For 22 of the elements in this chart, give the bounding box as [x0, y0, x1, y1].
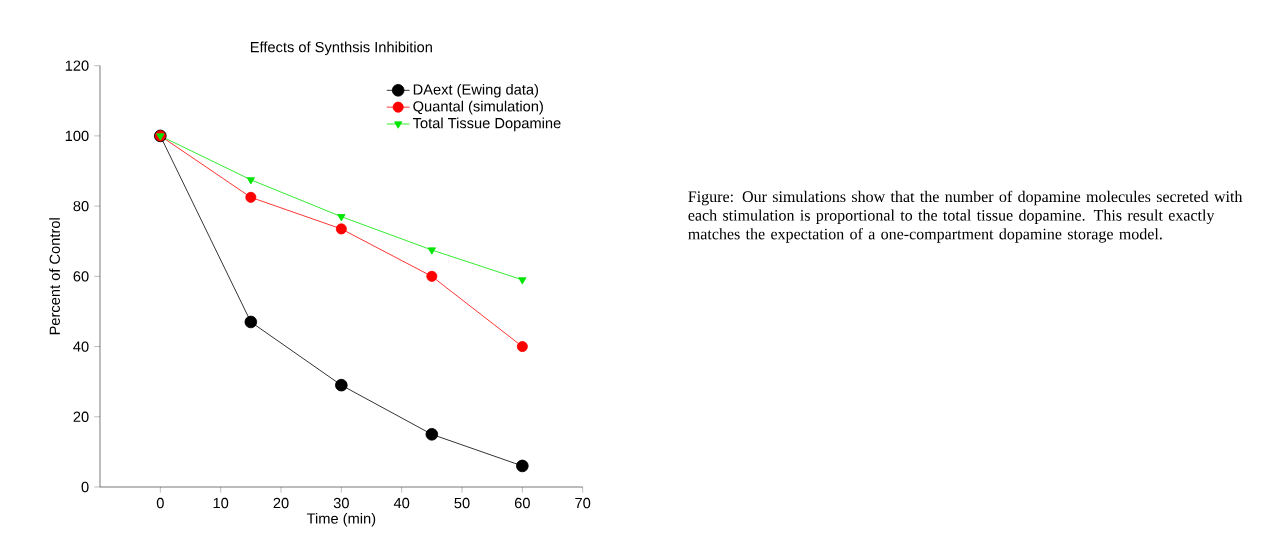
x-tick-label: 40 — [393, 497, 410, 509]
y-tick-label: 80 — [73, 200, 89, 212]
x-tick-label: 10 — [213, 497, 229, 509]
legend-label: Total Tissue Dopamine — [412, 117, 561, 132]
y-tick-label: 60 — [73, 271, 89, 282]
y-axis-title: Percent of Control — [49, 218, 60, 335]
legend-label: DAext (Ewing data) — [413, 83, 539, 98]
chart-title: Effects of Synthsis Inhibition — [250, 41, 432, 56]
legend-label: Quantal (simulation) — [413, 100, 543, 115]
x-tick-label: 30 — [333, 497, 349, 509]
x-tick-label: 70 — [575, 497, 591, 509]
text: Figure: Our simulations show that the number of dopamine molecules secreted with each stimulation is proportional to the total tissue dopamine. This result exactly matches the expectation of a one-compartment dopamine storage model. — [688, 190, 1243, 243]
x-tick-label: 60 — [514, 497, 530, 509]
y-tick-label: 100 — [65, 130, 89, 142]
y-tick-label: 40 — [73, 341, 89, 352]
y-tick-label: 20 — [73, 411, 89, 422]
y-tick-label: 0 — [81, 481, 89, 493]
x-tick-label: 20 — [273, 497, 289, 509]
x-tick-label: 0 — [156, 497, 164, 509]
x-axis-title: Time (min) — [306, 512, 376, 527]
y-tick-label: 120 — [65, 60, 89, 71]
x-tick-label: 50 — [454, 497, 470, 509]
